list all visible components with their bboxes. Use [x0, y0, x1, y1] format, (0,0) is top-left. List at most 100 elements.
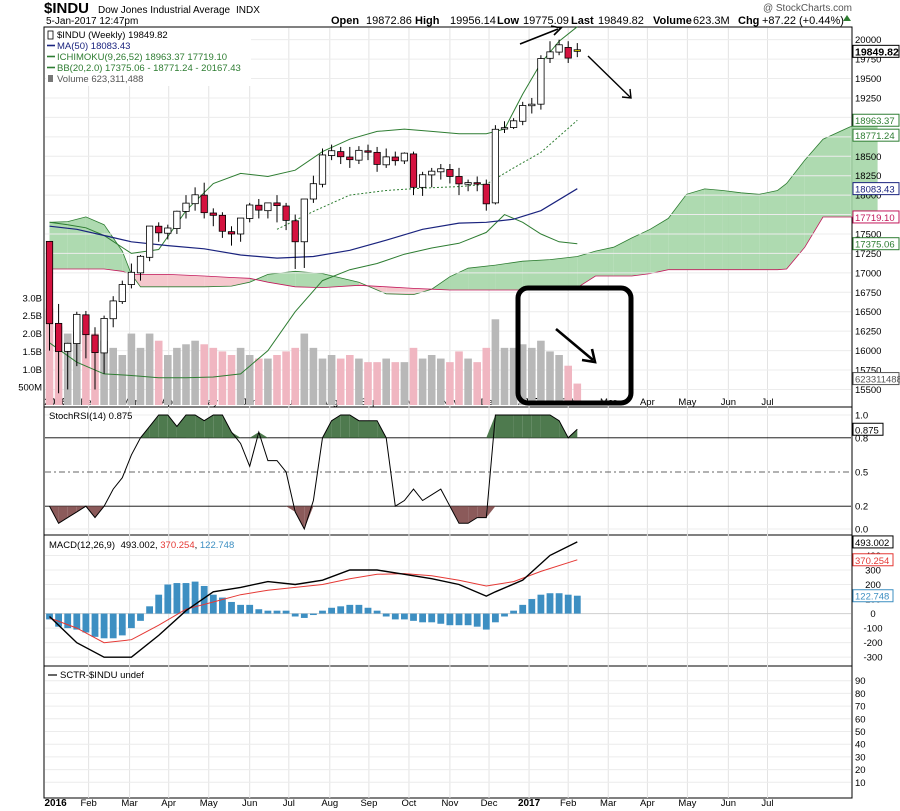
candle [218, 212, 226, 238]
candle-body [473, 182, 481, 185]
stoch-overbought-fill [158, 415, 168, 438]
ichimoku-base-line [276, 119, 578, 230]
macd-histogram-bar [528, 599, 536, 614]
candle [327, 144, 336, 161]
stoch-overbought-fill [486, 415, 496, 438]
stoch-tick-label: 0.5 [855, 468, 868, 479]
cloud-segment-bullish [722, 190, 742, 270]
value-tag-label: 623311488 [855, 375, 900, 386]
candle [82, 310, 90, 359]
arrow-head-icon [550, 25, 563, 36]
legend-label: BB(20,2.0) 17375.06 - 18771.24 - 20167.4… [57, 63, 241, 74]
annotation-arrow-up [519, 28, 559, 45]
macd-histogram-bar [228, 601, 235, 614]
candle [537, 55, 545, 110]
macd-histogram-bar [391, 613, 399, 620]
month-label-bottom: Dec [481, 798, 498, 809]
stoch-oversold-fill [459, 506, 469, 524]
volume-bar [346, 355, 354, 405]
cloud-segment-bearish [140, 274, 168, 287]
macd-tick-label: 300 [865, 565, 881, 576]
price-tick-label: 17500 [855, 229, 881, 240]
macd-histogram-bar [300, 613, 308, 618]
candle [100, 315, 108, 374]
month-label: Apr [640, 397, 655, 408]
candle-body [246, 204, 254, 219]
month-label-bottom: Sep [360, 798, 377, 809]
legend-label: $INDU (Weekly) 19849.82 [57, 30, 168, 41]
stoch-oversold-fill [486, 506, 496, 518]
price-tick-label: 18000 [855, 191, 881, 202]
volume-bar [154, 340, 163, 405]
candle [227, 226, 236, 246]
candle-body [100, 318, 108, 354]
price-tick-label: 18500 [855, 152, 881, 163]
stochrsi-line [49, 414, 578, 531]
open-value: 19872.86 [366, 15, 412, 27]
ichimoku-cloud [49, 119, 878, 296]
macd-histogram-bar [455, 613, 463, 626]
volume-bar [455, 351, 463, 405]
macd-plot: -300-200-1000100200300400493.002370.2541… [45, 535, 894, 664]
candle-body [255, 204, 263, 211]
macd-tick-label: -200 [863, 638, 882, 649]
candle-body [382, 156, 390, 166]
cloud-segment-bullish [522, 259, 550, 290]
candle-body [491, 128, 500, 204]
macd-histogram-bar [364, 607, 372, 614]
macd-histogram-bar [264, 610, 272, 614]
candle [127, 263, 135, 289]
candle-body [455, 176, 463, 185]
macd-histogram-bar [182, 583, 190, 614]
arrow-head-icon [621, 88, 632, 99]
candle [45, 240, 54, 351]
price-tick-label: 18250 [855, 171, 881, 182]
volume-bar [145, 333, 154, 405]
volume-bar [482, 347, 491, 405]
symbol-name: Dow Jones Industrial Average [98, 5, 231, 16]
candle-body [346, 156, 354, 161]
value-tag-label: 19849.82 [855, 46, 899, 58]
candle [373, 146, 381, 172]
volume-bar [82, 333, 90, 405]
volume-bar [409, 347, 418, 405]
candle [209, 208, 217, 227]
volume-bar [528, 347, 536, 405]
stoch-oversold-fill [468, 506, 478, 524]
month-label-bottom: Jul [761, 798, 773, 809]
volume-bar [437, 358, 445, 405]
macd-histogram-bar [510, 610, 517, 614]
volume-bar [218, 351, 227, 405]
stoch-oversold-fill [286, 506, 296, 512]
volume-tick-label: 2.0B [22, 329, 42, 340]
month-label: Jul [761, 397, 773, 408]
volume-bar [473, 362, 481, 405]
candle-body [482, 183, 490, 205]
volume-bar [300, 333, 309, 405]
candle [309, 175, 318, 203]
macd-histogram-bar [346, 604, 354, 614]
volume-tick-label: 500M [18, 383, 42, 394]
candle [273, 195, 281, 223]
macd-histogram-bar [219, 597, 226, 614]
macd-histogram-bar [191, 581, 199, 614]
price-tick-label: 15500 [855, 385, 881, 396]
cloud-segment-bullish [595, 247, 614, 276]
month-label-bottom: Jun [242, 798, 257, 809]
volume-bar [309, 347, 318, 405]
last-value: 19849.82 [598, 15, 644, 27]
symbol-title: $INDU [44, 0, 89, 17]
candle-body [364, 150, 372, 153]
macd-histogram-bar [537, 594, 545, 614]
stoch-overbought-fill [331, 415, 341, 438]
volume-bar [446, 362, 454, 405]
annotations [515, 25, 634, 406]
stoch-overbought-fill [495, 415, 505, 438]
macd-histogram-bar [446, 613, 454, 626]
candle-body [509, 120, 518, 128]
cloud-segment-bullish [449, 268, 469, 290]
candle-body [528, 103, 536, 107]
candle-body [537, 58, 545, 105]
